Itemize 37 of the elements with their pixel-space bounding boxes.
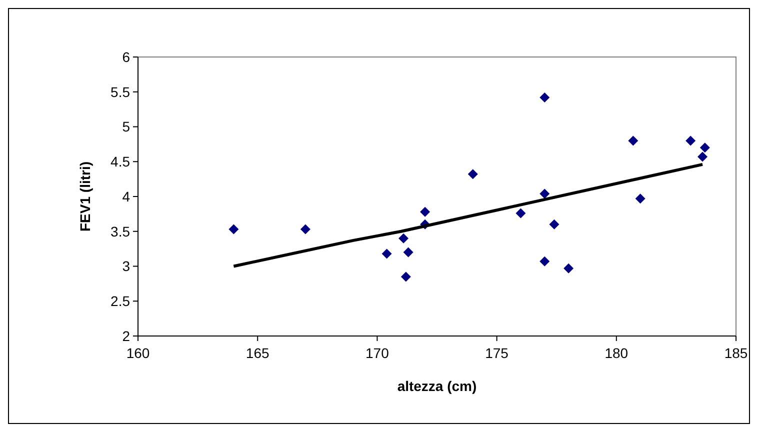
x-tick-label: 180 [604, 345, 628, 361]
point [635, 194, 646, 204]
point [468, 169, 478, 180]
point [398, 233, 409, 244]
point [516, 208, 526, 218]
y-tick-label: 2 [122, 328, 130, 344]
point [382, 248, 392, 259]
point [400, 272, 411, 282]
x-axis-title: altezza (cm) [397, 378, 477, 394]
x-tick-label: 165 [246, 345, 270, 361]
point [403, 247, 414, 258]
y-tick-label: 4 [122, 188, 130, 204]
point [698, 152, 708, 162]
point [420, 206, 430, 217]
y-tick-label: 2.5 [110, 293, 130, 310]
y-tick-label: 4.5 [110, 154, 130, 170]
line-series [232, 162, 704, 268]
point [228, 224, 239, 234]
y-tick-label: 5.5 [110, 84, 130, 100]
x-tick-label: 160 [126, 345, 150, 361]
point [686, 136, 696, 146]
y-tick-label: 5 [122, 118, 130, 135]
y-tick-label: 3 [122, 258, 130, 274]
x-tick-label: 170 [366, 345, 390, 361]
point [540, 92, 550, 102]
point [540, 188, 550, 199]
y-tick-label: 3.5 [110, 223, 130, 240]
point [564, 263, 574, 274]
point [300, 224, 310, 234]
point [540, 256, 550, 266]
point [700, 142, 710, 153]
x-tick-label: 185 [724, 345, 748, 361]
point [549, 219, 560, 230]
x-tick-label: 175 [485, 345, 509, 361]
y-tick-label: 6 [122, 48, 130, 65]
point [628, 136, 638, 146]
y-axis-title: FEV1 (litri) [77, 161, 93, 232]
